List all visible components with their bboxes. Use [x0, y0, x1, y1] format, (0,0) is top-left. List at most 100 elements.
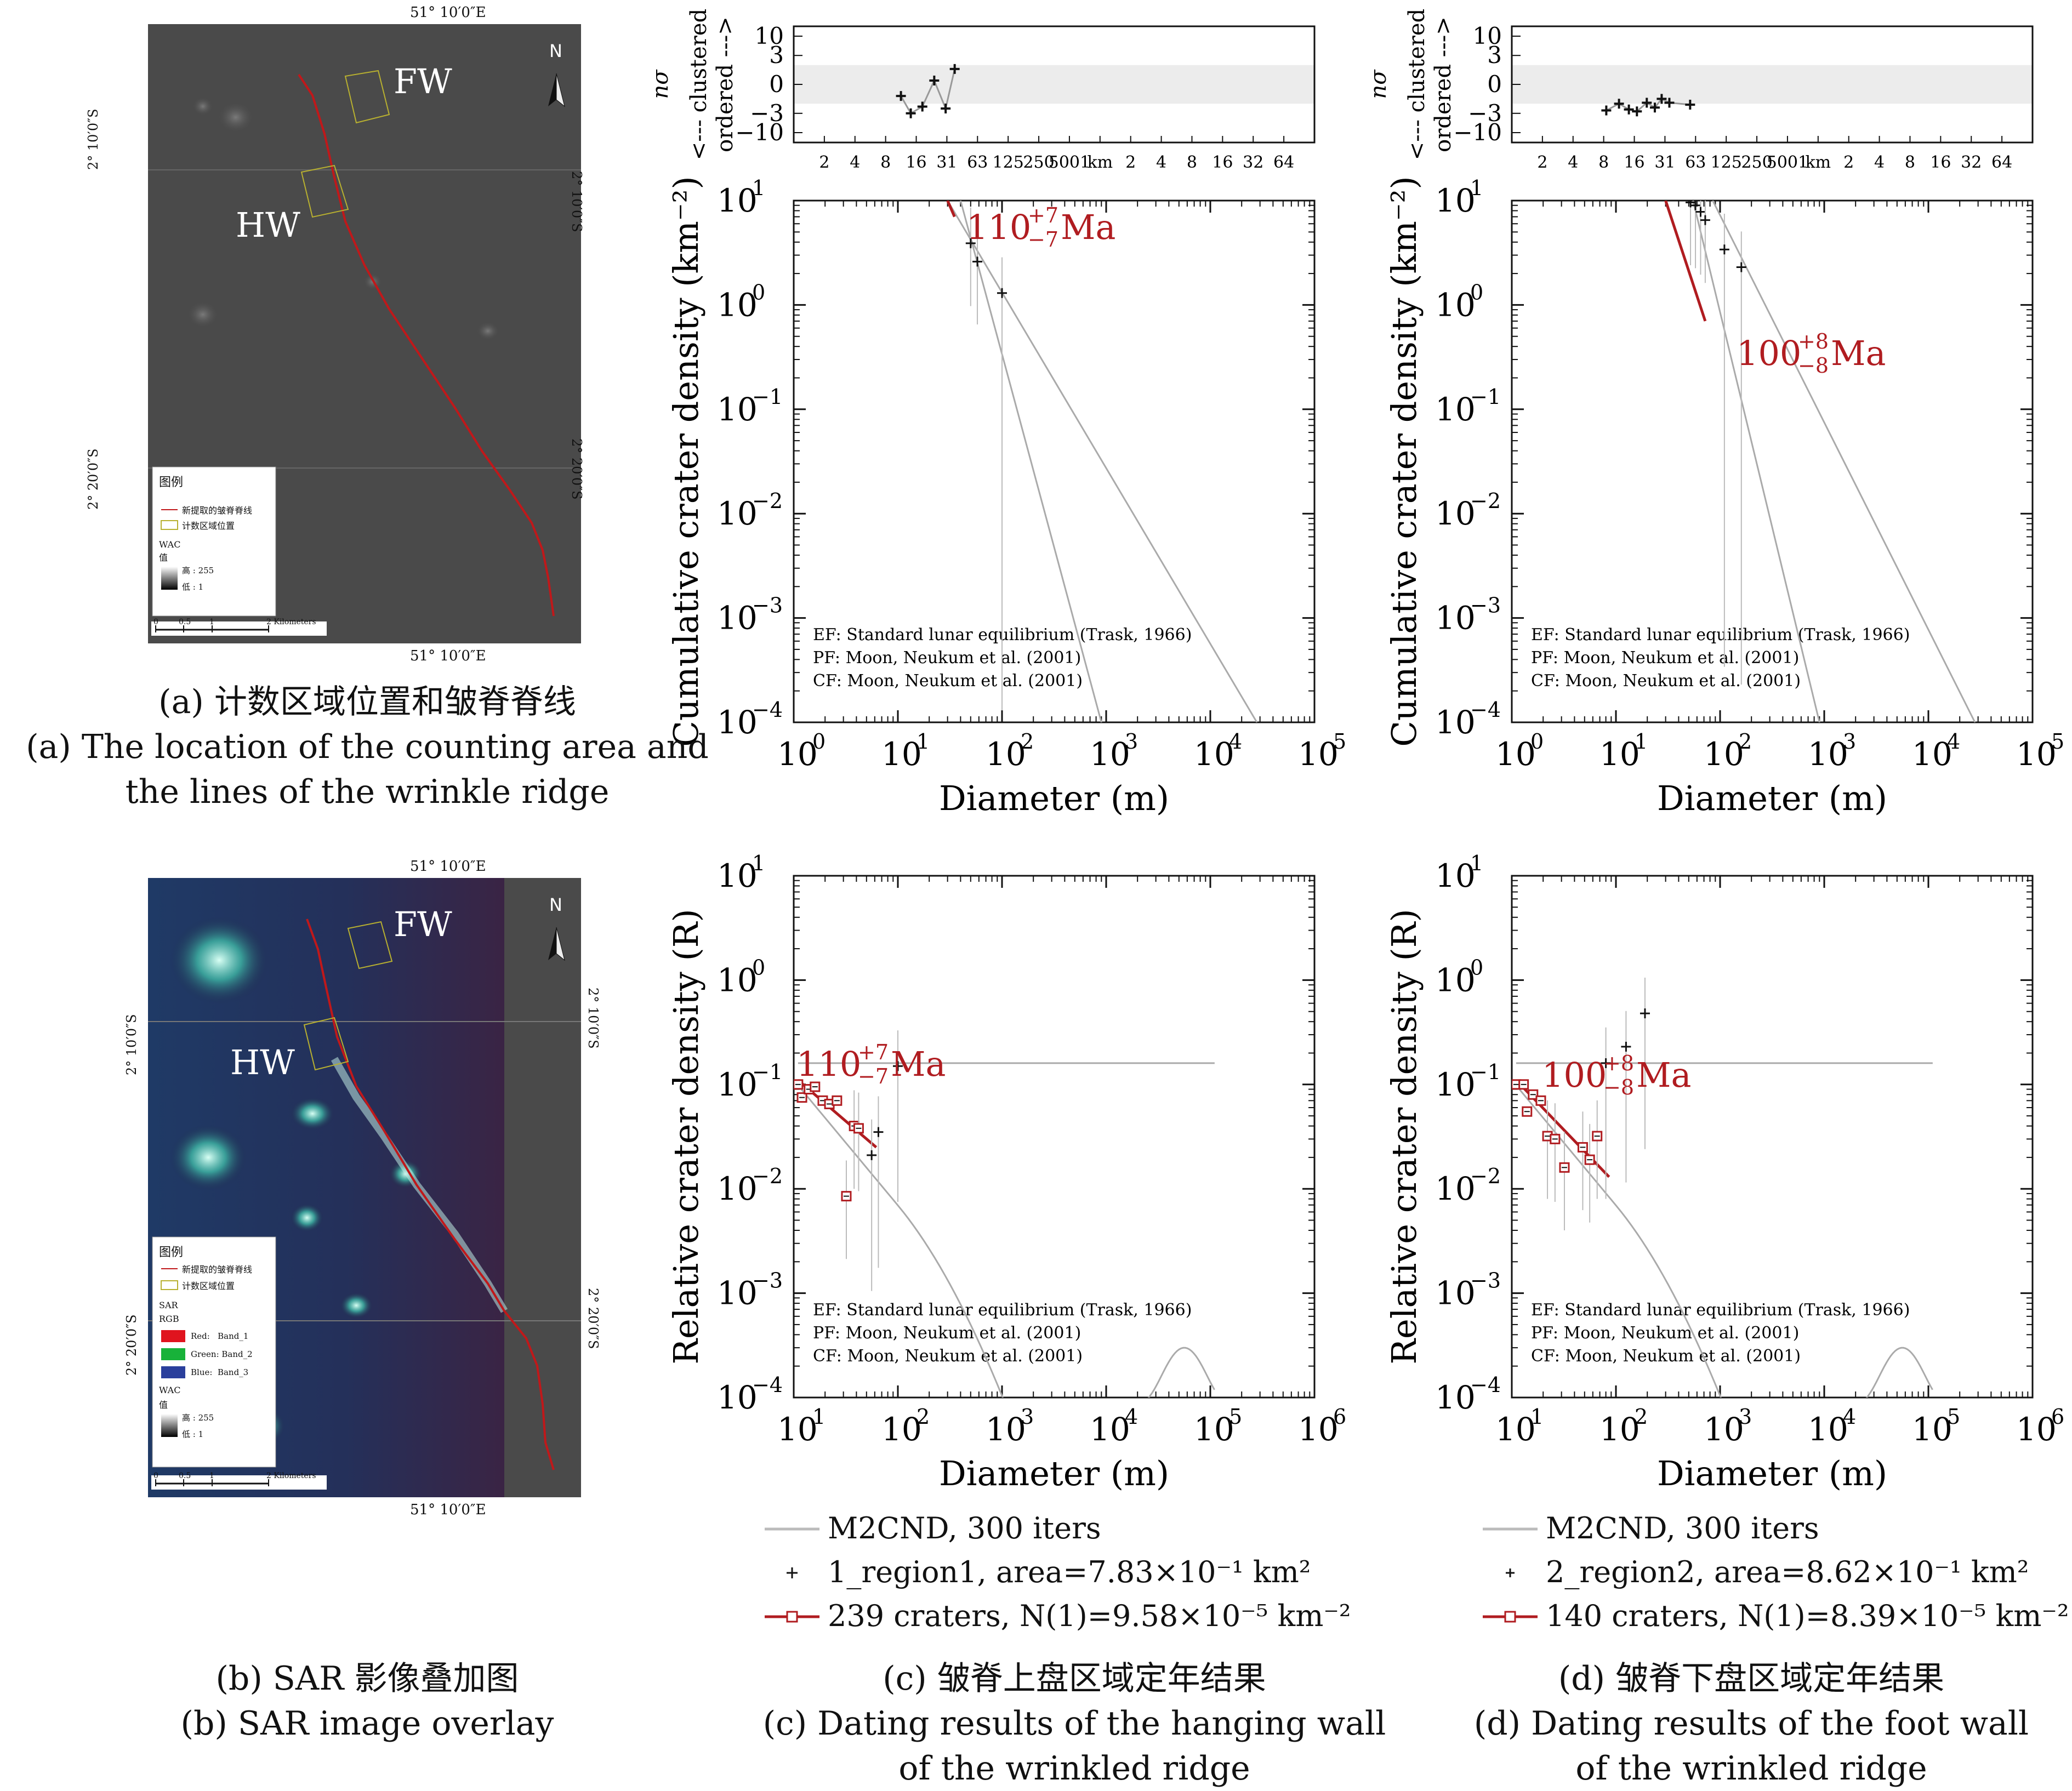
y-tick-exp: 0 [752, 280, 765, 304]
chart-c-rel: 101 102 103 104 105 10610−410−310−210−1100101… [666, 851, 1346, 1493]
x-tick-label: 10 [1599, 1411, 1640, 1448]
x-tick-label: 16 [1624, 153, 1644, 172]
plot-frame [1511, 199, 2034, 723]
plot-area [1664, 201, 1976, 722]
x-tick-label: 10 [1194, 735, 1234, 773]
x-tick-label: 10 [1704, 735, 1744, 773]
y-tick-exp: −1 [1470, 385, 1501, 409]
map-b-scale-1: 1 [209, 1471, 214, 1480]
x-tick-label: 10 [777, 735, 818, 773]
x-tick-label: 64 [1273, 153, 1294, 172]
x-tick-label: 125 [1711, 153, 1742, 172]
x-tick-label: 125 [993, 153, 1024, 172]
map-b-legend-high: 高 : 255 [182, 1413, 214, 1423]
y-tick-label: 10 [1435, 1170, 1476, 1207]
y-tick-label: 10 [717, 495, 758, 532]
north-arrow-icon [548, 927, 565, 961]
fit-line [946, 201, 956, 218]
x-tick-label: 250 [1741, 153, 1772, 172]
y-tick-exp: −3 [752, 594, 783, 618]
x-axis-label: Diameter (m) [939, 778, 1169, 818]
x-tick-label: 5001 [1767, 153, 1808, 172]
y-tick-exp: 0 [1470, 955, 1483, 979]
y-tick-label: 0 [769, 71, 784, 98]
map-a-svg [148, 24, 581, 643]
map-b-hw-label: HW [230, 1042, 295, 1082]
ridge-line [306, 919, 555, 1470]
y-tick-label: 10 [1435, 704, 1476, 741]
y-tick-label: 10 [1435, 1379, 1476, 1416]
x-tick-exp: 4 [1843, 1405, 1856, 1429]
plot-frame [793, 875, 1316, 1399]
x-tick-label: 10 [986, 735, 1026, 773]
nsigma-label: nσ [648, 69, 673, 99]
x-tick-exp: 1 [812, 1405, 826, 1429]
legend-c-line2: 1_region1, area=7.83×10⁻¹ km² [828, 1555, 1311, 1589]
x-tick-label: 31 [1654, 153, 1675, 172]
y-tick-label: 10 [717, 600, 758, 637]
x-axis-label: Diameter (m) [1657, 1453, 1887, 1493]
y-axis-label: Relative crater density (R) [1384, 909, 1424, 1364]
x-tick-label: 10 [1808, 735, 1848, 773]
fw-box [344, 70, 390, 124]
age-label: 110+7−7 Ma [966, 203, 1115, 252]
crater-blob [476, 321, 500, 341]
x-tick-exp: 3 [1739, 1405, 1752, 1429]
caption-c-en-1: (c) Dating results of the hanging wall [762, 1704, 1386, 1743]
x-tick-label: 2 [1125, 153, 1136, 172]
x-tick-label: 10 [777, 1411, 818, 1448]
x-tick-exp: 5 [1947, 1405, 1960, 1429]
caption-d-en-2: of the wrinkled ridge [1575, 1749, 1927, 1788]
map-a-coord-bottom: 51° 10′0″E [410, 648, 486, 664]
x-tick-label: 2 [1537, 153, 1547, 172]
x-tick-exp: 2 [1021, 729, 1034, 754]
legend-c-line1: M2CND, 300 iters [828, 1511, 1101, 1545]
x-tick-exp: 6 [2051, 1405, 2064, 1429]
production-line [959, 201, 1102, 722]
age-plus: +7 [1028, 203, 1058, 227]
nsigma-clustered-label: <--- clustered [686, 9, 711, 160]
age-label: 100+8−8 Ma [1737, 329, 1886, 378]
legend-d-line1: M2CND, 300 iters [1546, 1511, 1819, 1545]
y-tick-exp: −3 [1470, 1269, 1501, 1293]
y-tick-exp: −1 [752, 385, 783, 409]
age-minus: −7 [1028, 227, 1058, 252]
x-tick-label: 10 [1912, 1411, 1953, 1448]
map-a-hw-label: HW [236, 205, 300, 245]
map-b-legend-red: Red: Band_1 [191, 1331, 249, 1341]
map-b: N FW HW 图例 新提取的皱脊脊线 计数区域位置 SAR RGB Red: … [148, 878, 581, 1497]
bright-patch [340, 1292, 373, 1319]
age-value: 100 [1542, 1055, 1607, 1095]
x-tick-exp: 1 [1530, 1405, 1544, 1429]
hw-box [303, 1017, 349, 1071]
x-tick-exp: 6 [1333, 1405, 1346, 1429]
x-tick-exp: 5 [1333, 729, 1346, 754]
fit-line [1664, 201, 1707, 322]
y-tick-exp: −2 [752, 489, 783, 513]
y-tick-label: 10 [1435, 182, 1476, 219]
crater-blob [186, 300, 219, 329]
map-b-legend-low: 低 : 1 [182, 1429, 204, 1439]
map-b-legend-sar: SAR [159, 1300, 178, 1310]
y-tick-label: 0 [1487, 71, 1502, 98]
y-tick-exp: 1 [752, 851, 765, 875]
y-tick-exp: −4 [1470, 1373, 1501, 1397]
x-tick-label: 10 [1495, 1411, 1536, 1448]
caption-c-cn: (c) 皱脊上盘区域定年结果 [883, 1659, 1266, 1698]
age-minus: −8 [1798, 353, 1829, 378]
map-b-legend-wac: WAC [159, 1385, 181, 1395]
map-a-scale-0: 0 [153, 618, 158, 626]
x-tick-label: 16 [1930, 153, 1951, 172]
equilibrium-line [947, 201, 1258, 722]
map-b-legend-item2: 计数区域位置 [182, 1281, 235, 1291]
y-tick-label: 10 [717, 1066, 758, 1103]
crater-blob [192, 96, 214, 116]
map-a-legend-value: 值 [159, 552, 168, 563]
x-tick-exp: 0 [812, 729, 826, 754]
caption-a-cn: (a) 计数区域位置和皱脊脊线 [158, 683, 576, 721]
x-tick-label: 32 [1243, 153, 1263, 172]
map-a-coord-top: 51° 10′0″E [410, 4, 486, 21]
band [1512, 65, 2033, 104]
y-tick-exp: −3 [1470, 594, 1501, 618]
age-plus: +8 [1798, 329, 1829, 353]
